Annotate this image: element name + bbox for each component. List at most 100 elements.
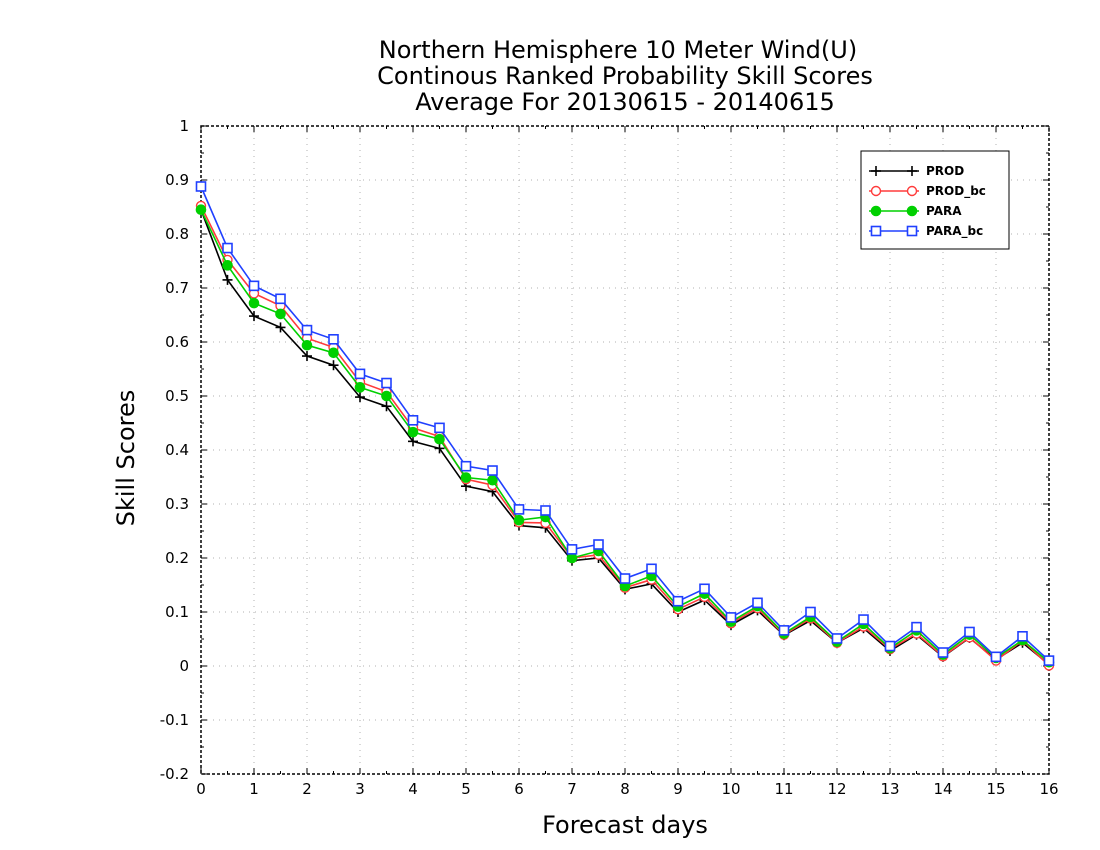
y-tick-label: -0.1 bbox=[160, 711, 189, 729]
data-point-para bbox=[222, 260, 233, 271]
data-point-para-bc bbox=[964, 626, 975, 638]
data-point-para-bc bbox=[381, 377, 392, 389]
legend-marker-end-para-bc bbox=[906, 225, 918, 237]
x-tick-label: 1 bbox=[249, 780, 259, 798]
data-point-para-bc bbox=[725, 612, 737, 623]
legend-marker-end-prod-bc bbox=[906, 185, 918, 197]
data-point-para-bc bbox=[990, 651, 1002, 663]
data-point-prod bbox=[249, 311, 259, 322]
x-tick-label: 9 bbox=[673, 780, 683, 798]
data-point-para-bc bbox=[619, 573, 631, 584]
y-tick-label: 0.7 bbox=[165, 279, 189, 297]
data-point-para bbox=[301, 339, 313, 351]
data-point-para-bc bbox=[858, 614, 869, 625]
data-point-para-bc bbox=[752, 597, 763, 609]
data-point-prod bbox=[328, 360, 339, 371]
grid bbox=[201, 126, 1049, 774]
data-point-para-bc bbox=[646, 563, 657, 575]
x-tick-label: 12 bbox=[827, 780, 846, 798]
y-tick-label: 0.8 bbox=[165, 225, 189, 243]
data-point-para-bc bbox=[460, 460, 472, 472]
x-tick-label: 6 bbox=[514, 780, 524, 798]
x-tick-label: 16 bbox=[1039, 780, 1058, 798]
data-point-para bbox=[407, 426, 419, 438]
data-point-prod bbox=[408, 436, 418, 447]
data-point-para-bc bbox=[434, 422, 445, 434]
x-tick-label: 10 bbox=[721, 780, 740, 798]
data-point-para-bc bbox=[672, 595, 684, 607]
x-tick-label: 4 bbox=[408, 780, 418, 798]
y-tick-label: 0.3 bbox=[165, 495, 189, 513]
series-layer bbox=[195, 181, 1055, 671]
x-tick-label: 0 bbox=[196, 780, 206, 798]
y-tick-label: 0.2 bbox=[165, 549, 189, 567]
data-point-para-bc bbox=[328, 333, 339, 345]
chart-title-line-1: Northern Hemisphere 10 Meter Wind(U) bbox=[379, 36, 857, 64]
data-point-para-bc bbox=[1017, 630, 1028, 642]
x-tick-label: 8 bbox=[620, 780, 630, 798]
legend-marker-end-prod bbox=[907, 166, 917, 176]
series-line-prod bbox=[200, 209, 1050, 666]
data-point-para-bc bbox=[275, 293, 286, 305]
series-prod bbox=[196, 204, 1054, 670]
data-point-para bbox=[195, 204, 207, 215]
data-point-prod bbox=[381, 401, 392, 412]
data-point-para bbox=[275, 308, 286, 320]
ticks: 0 1 2 3 4 5 6 7 8 9 10 11 12 13 14 15 1610.90.80.70.60.5… bbox=[160, 117, 1059, 798]
data-point-para-bc bbox=[699, 583, 710, 595]
legend-marker-end-para bbox=[906, 205, 918, 217]
data-point-para bbox=[487, 474, 498, 486]
data-point-prod bbox=[222, 274, 233, 285]
x-tick-label: 13 bbox=[880, 780, 899, 798]
y-tick-label: 0 bbox=[179, 657, 189, 675]
y-tick-label: 0.5 bbox=[165, 387, 189, 405]
legend-box bbox=[860, 150, 1010, 250]
y-tick-label: -0.2 bbox=[160, 765, 189, 783]
data-point-prod bbox=[302, 351, 312, 362]
data-point-para-bc bbox=[487, 465, 498, 476]
x-tick-label: 2 bbox=[302, 780, 312, 798]
legend-marker-prod bbox=[871, 166, 881, 176]
legend-item-para-bc: PARA_bc bbox=[869, 224, 983, 239]
series-line-prod-bc bbox=[200, 205, 1050, 667]
chart-title-line-3: Average For 20130615 - 20140615 bbox=[415, 88, 835, 116]
legend-label-para: PARA bbox=[926, 204, 962, 218]
x-axis-label: Forecast days bbox=[542, 811, 708, 839]
data-point-para-bc bbox=[593, 539, 604, 550]
y-tick-label: 0.9 bbox=[165, 171, 189, 189]
data-point-para-bc bbox=[884, 640, 896, 652]
series-para-bc bbox=[195, 181, 1055, 666]
data-point-para bbox=[248, 297, 260, 309]
data-point-para bbox=[513, 514, 525, 526]
legend-label-prod-bc: PROD_bc bbox=[926, 184, 986, 199]
y-axis-label: Skill Scores bbox=[112, 390, 140, 527]
data-point-para-bc bbox=[831, 633, 843, 644]
legend-marker-prod-bc bbox=[870, 185, 882, 197]
data-point-para-bc bbox=[911, 621, 922, 633]
data-point-para-bc bbox=[301, 324, 313, 336]
x-tick-label: 3 bbox=[355, 780, 365, 798]
legend-label-prod: PROD bbox=[926, 164, 964, 178]
series-para bbox=[195, 204, 1055, 668]
data-point-para-bc bbox=[222, 242, 233, 254]
x-tick-label: 11 bbox=[774, 780, 793, 798]
legend-item-prod: PROD bbox=[869, 164, 964, 178]
data-point-para bbox=[434, 433, 445, 445]
data-point-para-bc bbox=[248, 280, 260, 292]
data-point-para-bc bbox=[937, 647, 949, 658]
y-tick-label: 0.6 bbox=[165, 333, 189, 351]
data-point-para-bc bbox=[407, 414, 419, 426]
data-point-para bbox=[460, 472, 472, 483]
data-point-para-bc bbox=[566, 544, 578, 555]
y-tick-label: 0.4 bbox=[165, 441, 189, 459]
data-point-para-bc bbox=[513, 504, 525, 515]
data-point-para bbox=[354, 382, 366, 393]
legend-marker-para bbox=[870, 205, 882, 217]
legend: PROD PROD_bc PARA PARA_bc bbox=[860, 150, 1010, 250]
data-point-para bbox=[328, 347, 339, 359]
legend-item-para: PARA bbox=[869, 204, 962, 218]
data-point-para-bc bbox=[805, 606, 816, 618]
data-point-para-bc bbox=[540, 505, 551, 516]
data-point-para-bc bbox=[1043, 655, 1055, 666]
data-point-para bbox=[381, 390, 392, 402]
